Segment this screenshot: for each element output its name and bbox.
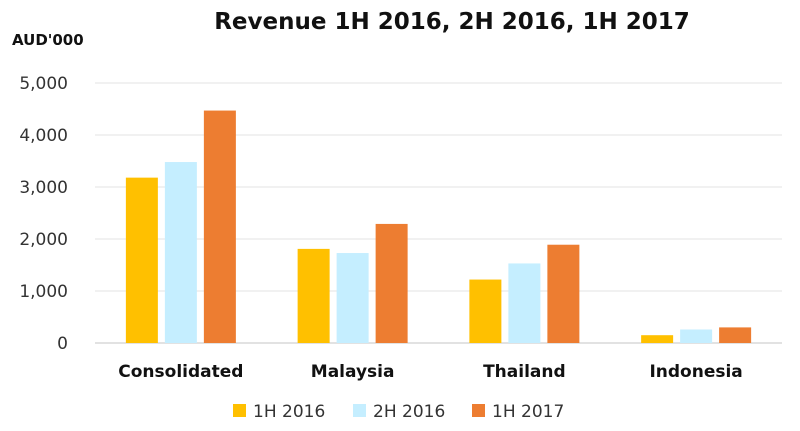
legend-label: 1H 2016 bbox=[253, 402, 325, 422]
legend-swatch bbox=[353, 404, 366, 417]
bar-indonesia-1h-2016 bbox=[641, 335, 674, 343]
legend: 1H 2016 2H 2016 1H 2017 bbox=[233, 402, 564, 422]
y-tick-label: 3,000 bbox=[19, 178, 68, 198]
y-tick-label: 5,000 bbox=[19, 74, 68, 94]
x-tick-label: Thailand bbox=[483, 362, 566, 382]
y-tick-label: 0 bbox=[57, 334, 68, 354]
x-tick-labels: Consolidated Malaysia Thailand Indonesia bbox=[118, 362, 743, 382]
bars bbox=[125, 110, 752, 343]
bar-consolidated-1h-2016 bbox=[125, 177, 158, 343]
x-tick-label: Malaysia bbox=[311, 362, 395, 382]
y-tick-label: 1,000 bbox=[19, 282, 68, 302]
bar-malaysia-1h-2016 bbox=[297, 248, 330, 343]
y-tick-labels: 0 1,000 2,000 3,000 4,000 5,000 bbox=[19, 74, 68, 354]
bar-thailand-1h-2017 bbox=[547, 244, 580, 343]
chart-title: Revenue 1H 2016, 2H 2016, 1H 2017 bbox=[214, 9, 690, 35]
bar-thailand-2h-2016 bbox=[508, 263, 541, 343]
bar-thailand-1h-2016 bbox=[469, 279, 502, 343]
bar-malaysia-2h-2016 bbox=[336, 253, 369, 343]
legend-swatch bbox=[472, 404, 485, 417]
bar-indonesia-1h-2017 bbox=[719, 327, 752, 343]
y-tick-label: 4,000 bbox=[19, 126, 68, 146]
legend-swatch bbox=[233, 404, 246, 417]
y-tick-label: 2,000 bbox=[19, 230, 68, 250]
legend-label: 2H 2016 bbox=[373, 402, 445, 422]
legend-label: 1H 2017 bbox=[492, 402, 564, 422]
bar-indonesia-2h-2016 bbox=[680, 329, 713, 343]
bar-malaysia-1h-2017 bbox=[375, 223, 408, 343]
gridlines bbox=[95, 82, 782, 344]
bar-consolidated-1h-2017 bbox=[203, 110, 236, 343]
x-tick-label: Consolidated bbox=[118, 362, 243, 382]
x-tick-label: Indonesia bbox=[649, 362, 742, 382]
y-axis-unit-label: AUD'000 bbox=[12, 31, 84, 49]
bar-consolidated-2h-2016 bbox=[164, 162, 197, 343]
